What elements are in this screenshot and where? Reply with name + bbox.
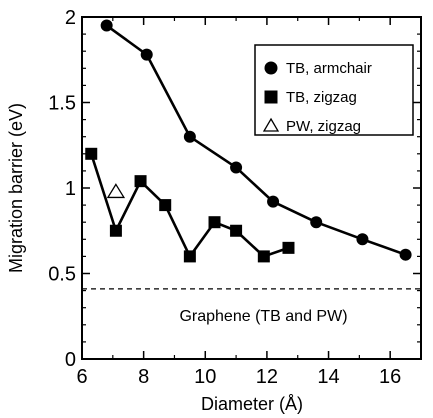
graphene-reference-label: Graphene (TB and PW) xyxy=(179,308,347,325)
data-point-square xyxy=(85,147,98,160)
y-tick-label: 0.5 xyxy=(48,264,76,286)
reference-layer: Graphene (TB and PW) xyxy=(82,288,421,325)
legend-label-pw-zigzag: PW, zigzag xyxy=(286,118,361,135)
data-point-circle xyxy=(356,233,369,246)
data-point-square xyxy=(257,250,270,263)
legend-label-tb-zigzag: TB, zigzag xyxy=(286,89,357,106)
legend-marker-circle xyxy=(264,61,278,75)
series-line-1 xyxy=(90,153,289,258)
x-tick-label: 6 xyxy=(76,366,87,388)
data-point-square xyxy=(208,216,221,229)
legend-box xyxy=(254,44,414,136)
data-point-square xyxy=(159,199,172,212)
data-point-circle xyxy=(183,130,196,143)
x-tick-label: 14 xyxy=(317,366,339,388)
plot-frame xyxy=(81,16,422,360)
x-tick-label: 8 xyxy=(138,366,149,388)
x-tick-label: 10 xyxy=(194,366,216,388)
series-layer xyxy=(85,19,412,263)
data-point-square xyxy=(183,250,196,263)
data-point-circle xyxy=(310,216,323,229)
data-point-circle xyxy=(230,161,243,174)
series-line-0 xyxy=(105,24,407,256)
y-tick-label: 0 xyxy=(65,349,76,371)
data-point-square xyxy=(282,241,295,254)
legend: TB, armchair TB, zigzag PW, zigzag xyxy=(254,44,414,136)
y-tick-label: 2 xyxy=(65,7,76,29)
data-point-circle xyxy=(140,48,153,61)
data-point-circle xyxy=(267,195,280,208)
y-tick-label: 1.5 xyxy=(48,93,76,115)
x-tick-label: 12 xyxy=(256,366,278,388)
tick-layer: 6 8 10 12 14 16 0 0.5 1 1.5 2 xyxy=(48,7,421,388)
data-point-circle xyxy=(100,19,113,32)
x-tick-label: 16 xyxy=(379,366,401,388)
data-point-square xyxy=(109,224,122,237)
data-point-circle xyxy=(399,248,412,261)
legend-marker-square xyxy=(264,90,278,104)
data-point-square xyxy=(134,175,147,188)
x-axis-title: Diameter (Å) xyxy=(201,394,303,414)
legend-label-tb-armchair: TB, armchair xyxy=(286,60,372,77)
data-point-square xyxy=(230,224,243,237)
y-axis-title: Migration barrier (eV) xyxy=(6,103,26,273)
y-tick-label: 1 xyxy=(65,178,76,200)
data-point-triangle xyxy=(106,183,126,199)
legend-marker-triangle xyxy=(262,117,280,132)
